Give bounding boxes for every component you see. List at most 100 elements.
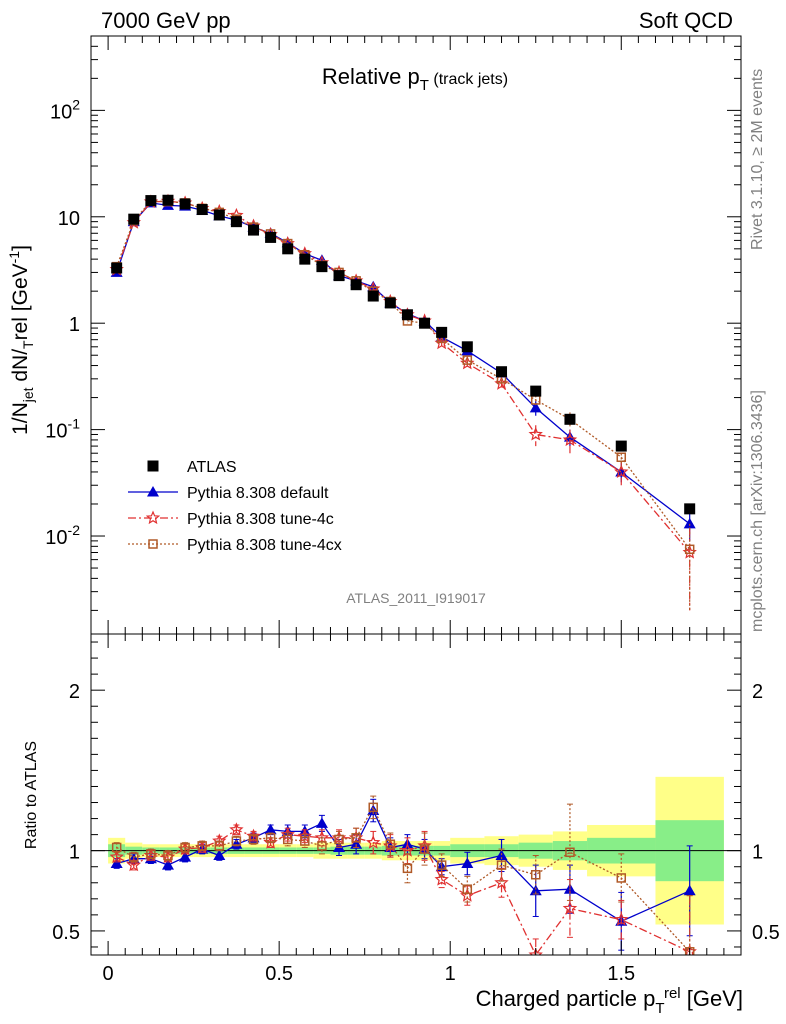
ratio-point-pythia-8-308-tune-4cx	[146, 849, 156, 859]
legend-marker-atlas	[147, 460, 159, 472]
ratio-point-pythia-8-308-tune-4cx	[248, 834, 259, 845]
ratio-point-pythia-8-308-tune-4cx	[111, 842, 122, 853]
ratio-point-pythia-8-308-tune-4cx	[300, 836, 310, 846]
ratio-point-pythia-8-308-tune-4cx	[436, 860, 447, 870]
x-tick-label: 1.5	[607, 963, 635, 985]
ratio-point-pythia-8-308-default	[110, 857, 123, 869]
ratio-point-pythia-8-308-tune-4c	[417, 838, 432, 852]
ratio-point-pythia-8-308-tune-4cx	[565, 847, 575, 858]
point-atlas	[419, 317, 431, 329]
ratio-point-pythia-8-308-tune-4cx	[530, 870, 541, 880]
x-tick-label: 0	[103, 963, 114, 985]
point-atlas	[350, 279, 362, 291]
ratio-line-pythia-8-308-tune-4cx	[116, 805, 691, 953]
point-atlas	[282, 243, 294, 255]
ratio-point-pythia-8-308-tune-4cx	[317, 841, 327, 851]
point-atlas	[436, 326, 448, 338]
point-atlas	[367, 290, 379, 302]
rivet-label: Rivet 3.1.10, ≥ 2M events	[749, 69, 766, 250]
ratio-point-pythia-8-308-tune-4cx	[385, 839, 396, 850]
legend-label-pythia-8-308-tune-4c: Pythia 8.308 tune-4c	[187, 511, 334, 528]
y-tick-label: 102	[50, 96, 80, 123]
point-atlas	[564, 413, 576, 425]
legend-label-pythia-8-308-tune-4cx: Pythia 8.308 tune-4cx	[187, 537, 342, 554]
point-atlas	[179, 198, 191, 210]
point-atlas	[248, 224, 259, 236]
point-pythia-8-308-tune-4cx	[684, 544, 695, 555]
ratio-point-pythia-8-308-tune-4cx	[368, 802, 378, 813]
ratio-point-pythia-8-308-tune-4cx	[402, 863, 413, 874]
point-pythia-8-308-default	[683, 517, 696, 529]
ratio-point-pythia-8-308-tune-4c	[494, 875, 509, 889]
ratio-point-pythia-8-308-default	[333, 841, 346, 852]
y-tick-label: 1	[69, 314, 80, 336]
ratio-point-pythia-8-308-default	[179, 851, 192, 862]
ratio-point-pythia-8-308-tune-4cx	[265, 833, 276, 843]
ratio-point-pythia-8-308-tune-4c	[434, 872, 449, 886]
point-atlas	[333, 270, 345, 282]
point-pythia-8-308-tune-4c	[528, 426, 543, 441]
ratio-point-pythia-8-308-tune-4cx	[351, 833, 361, 843]
ratio-tick-label: 2	[752, 681, 763, 703]
ratio-point-pythia-8-308-default	[315, 817, 328, 828]
ratio-point-pythia-8-308-default	[529, 884, 542, 896]
point-atlas	[615, 440, 627, 452]
ratio-axis-label: Ratio to ATLAS	[23, 741, 40, 849]
y-tick-label: 10	[58, 208, 80, 230]
point-pythia-8-308-default	[529, 401, 542, 413]
point-atlas	[684, 503, 696, 515]
x-tick-label: 0.5	[265, 963, 293, 985]
ratio-point-pythia-8-308-tune-4c	[229, 822, 244, 836]
point-pythia-8-308-tune-4c	[562, 432, 578, 447]
ratio-point-pythia-8-308-tune-4c	[212, 833, 227, 848]
ratio-point-pythia-8-308-default	[213, 849, 226, 860]
ratio-tick-label: 2	[69, 681, 80, 703]
ratio-point-pythia-8-308-tune-4cx	[163, 850, 173, 861]
x-axis-label: Charged particle pTrel [GeV]	[476, 985, 743, 1017]
ratio-point-pythia-8-308-tune-4cx	[214, 841, 225, 851]
ratio-point-pythia-8-308-tune-4cx	[616, 873, 627, 883]
ratio-line-pythia-8-308-default	[116, 809, 690, 923]
point-atlas	[145, 195, 157, 207]
ratio-line-pythia-8-308-tune-4c	[116, 829, 690, 955]
ratio-point-pythia-8-308-tune-4cx	[419, 844, 430, 854]
point-pythia-8-308-tune-4cx	[462, 355, 473, 365]
ratio-point-pythia-8-308-default	[264, 823, 277, 835]
ratio-point-pythia-8-308-tune-4cx	[197, 841, 207, 851]
ratio-point-pythia-8-308-tune-4c	[126, 857, 141, 872]
point-atlas	[128, 213, 140, 225]
ratio-point-pythia-8-308-tune-4c	[562, 900, 578, 915]
point-atlas	[230, 216, 242, 228]
legend-label-atlas: ATLAS	[187, 459, 237, 476]
ratio-point-pythia-8-308-tune-4c	[614, 912, 629, 926]
point-pythia-8-308-tune-4cx	[616, 452, 627, 462]
ratio-point-pythia-8-308-tune-4c	[314, 830, 330, 845]
point-atlas	[530, 385, 542, 397]
ratio-point-pythia-8-308-default	[683, 884, 696, 896]
ratio-point-pythia-8-308-default	[161, 859, 174, 870]
header-right: Soft QCD	[639, 8, 733, 33]
legend-marker-pythia-8-308-default	[147, 486, 159, 497]
y-axis-label: 1/Njet dN/Trel [GeV-1]	[6, 245, 36, 435]
ratio-tick-label: 1	[69, 842, 80, 864]
legend-marker-pythia-8-308-tune-4c	[145, 510, 161, 525]
ratio-point-pythia-8-308-tune-4cx	[684, 947, 695, 955]
ratio-point-pythia-8-308-tune-4cx	[231, 836, 242, 846]
ratio-point-pythia-8-308-tune-4cx	[180, 842, 190, 853]
ratio-tick-label: 0.5	[752, 922, 780, 944]
point-atlas	[461, 341, 473, 353]
header-left: 7000 GeV pp	[101, 8, 231, 33]
point-atlas	[299, 253, 311, 265]
y-tick-label: 10-1	[45, 416, 80, 443]
legend-label-pythia-8-308-default: Pythia 8.308 default	[187, 485, 329, 502]
x-tick-label: 1	[445, 963, 456, 985]
point-atlas	[196, 204, 208, 216]
point-atlas	[401, 309, 413, 321]
chart-title: Relative pT (track jets)	[322, 64, 508, 94]
ratio-point-pythia-8-308-tune-4c	[109, 849, 124, 864]
point-atlas	[384, 297, 396, 309]
point-atlas	[213, 209, 225, 221]
ratio-tick-label: 0.5	[52, 922, 80, 944]
point-atlas	[496, 366, 508, 378]
